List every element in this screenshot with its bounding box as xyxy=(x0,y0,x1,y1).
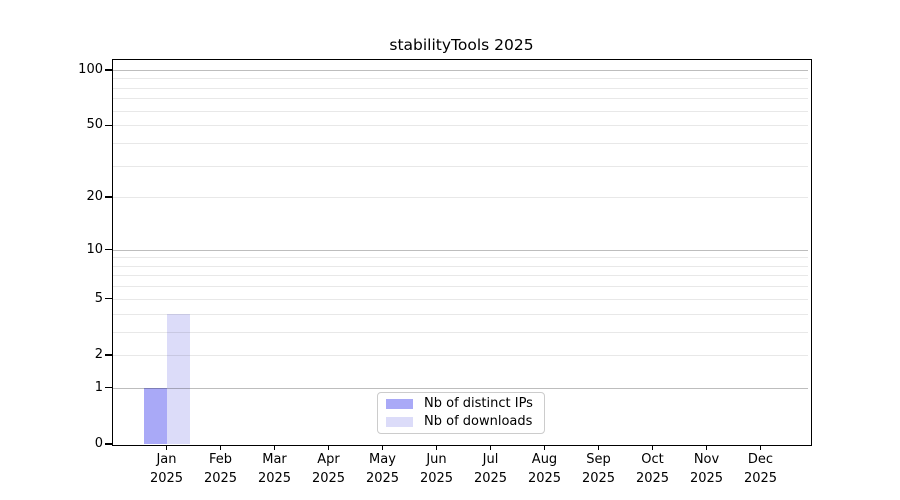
x-tick-label-apr: Apr 2025 xyxy=(311,452,346,486)
gridline-major-1 xyxy=(113,387,808,389)
gridline-minor-6 xyxy=(113,286,808,288)
x-tick-mark-dec xyxy=(759,444,762,451)
x-tick-mark-aug xyxy=(543,444,546,451)
x-tick-label-aug: Aug 2025 xyxy=(527,452,562,486)
x-tick-label-mar: Mar 2025 xyxy=(257,452,292,486)
x-tick-label-dec: Dec 2025 xyxy=(743,452,778,486)
gridline-minor-40 xyxy=(113,142,808,144)
gridline-minor-4 xyxy=(113,313,808,315)
gridline-minor-20 xyxy=(113,197,808,199)
y-tick-label-10: 10 xyxy=(86,241,103,257)
y-tick-label-1: 1 xyxy=(94,379,103,395)
x-tick-mark-jan xyxy=(165,444,168,451)
y-tick-mark-2 xyxy=(105,354,112,356)
x-tick-mark-sep xyxy=(597,444,600,451)
legend-swatch-distinct-ips xyxy=(386,398,413,409)
gridline-minor-30 xyxy=(113,165,808,167)
gridline-minor-9 xyxy=(113,257,808,259)
plot-area xyxy=(113,60,808,444)
x-tick-label-jan: Jan 2025 xyxy=(149,452,184,486)
axes-spines xyxy=(111,58,812,446)
y-tick-label-20: 20 xyxy=(86,189,103,205)
y-tick-mark-5 xyxy=(105,298,112,300)
legend-item-downloads: Nb of downloads xyxy=(386,414,536,429)
x-tick-label-feb: Feb 2025 xyxy=(203,452,238,486)
x-tick-label-nov: Nov 2025 xyxy=(689,452,724,486)
gridline-minor-90 xyxy=(113,78,808,80)
x-tick-mark-jul xyxy=(489,444,492,451)
x-tick-mark-nov xyxy=(705,444,708,451)
chart-title: stabilityTools 2025 xyxy=(389,36,534,54)
gridline-minor-5 xyxy=(113,298,808,300)
y-tick-mark-100 xyxy=(105,69,112,71)
legend: Nb of distinct IPs Nb of downloads xyxy=(377,391,545,434)
gridline-minor-3 xyxy=(113,331,808,333)
x-tick-mark-jun xyxy=(435,444,438,451)
x-tick-label-jun: Jun 2025 xyxy=(419,452,454,486)
legend-swatch-downloads xyxy=(386,416,413,427)
y-tick-mark-10 xyxy=(105,248,112,251)
gridline-minor-60 xyxy=(113,110,808,112)
x-tick-mark-apr xyxy=(327,444,330,451)
gridline-minor-7 xyxy=(113,275,808,277)
y-tick-label-5: 5 xyxy=(94,290,103,306)
x-tick-mark-oct xyxy=(651,444,654,451)
gridline-minor-8 xyxy=(113,265,808,267)
x-tick-mark-feb xyxy=(219,444,222,451)
x-tick-label-sep: Sep 2025 xyxy=(581,452,616,486)
gridline-major-10 xyxy=(113,249,808,251)
bar-distinct-ips-jan xyxy=(143,387,167,444)
gridline-minor-50 xyxy=(113,125,808,127)
gridline-major-100 xyxy=(113,69,808,71)
bar-downloads-jan xyxy=(166,313,190,444)
legend-label-distinct-ips: Nb of distinct IPs xyxy=(424,396,533,411)
gridline-minor-70 xyxy=(113,98,808,100)
gridline-minor-80 xyxy=(113,87,808,89)
y-tick-label-50: 50 xyxy=(86,117,103,133)
x-tick-label-may: May 2025 xyxy=(365,452,400,486)
y-tick-label-0: 0 xyxy=(94,436,103,451)
gridline-minor-2 xyxy=(113,354,808,356)
y-tick-label-2: 2 xyxy=(94,346,103,362)
x-tick-label-oct: Oct 2025 xyxy=(635,452,670,486)
y-tick-mark-1 xyxy=(105,387,112,389)
x-tick-label-jul: Jul 2025 xyxy=(473,452,508,486)
x-tick-mark-mar xyxy=(273,444,276,451)
y-tick-mark-20 xyxy=(105,196,112,198)
y-tick-mark-50 xyxy=(105,124,112,126)
y-tick-mark-0 xyxy=(105,443,112,445)
x-tick-mark-may xyxy=(381,444,384,451)
legend-item-distinct-ips: Nb of distinct IPs xyxy=(386,396,536,411)
legend-label-downloads: Nb of downloads xyxy=(424,414,533,429)
y-tick-label-100: 100 xyxy=(78,61,103,77)
